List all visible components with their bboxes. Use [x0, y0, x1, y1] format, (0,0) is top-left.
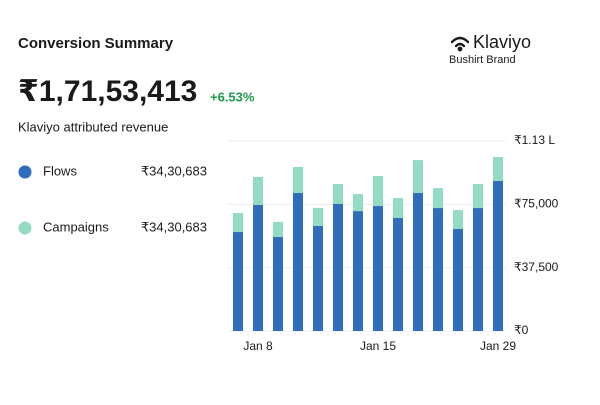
bar — [273, 236, 283, 331]
bar — [373, 206, 383, 331]
bar — [493, 157, 503, 182]
legend-swatch — [18, 165, 32, 179]
bar — [253, 176, 263, 206]
bar — [413, 160, 423, 194]
y-tick-label: ₹1.13 L — [514, 133, 555, 147]
bar — [333, 184, 343, 204]
bar — [393, 218, 403, 331]
bar — [433, 188, 443, 209]
bar — [353, 194, 363, 212]
bar — [373, 175, 383, 207]
card-title: Conversion Summary — [18, 35, 174, 52]
bar — [233, 213, 243, 233]
x-tick-label: Jan 29 — [480, 339, 516, 353]
bar — [413, 193, 423, 331]
caption: Klaviyo attributed revenue — [18, 119, 168, 134]
bar — [293, 167, 303, 194]
account-name: Bushirt Brand — [449, 54, 516, 66]
bar — [273, 221, 283, 237]
x-tick-label: Jan 15 — [360, 339, 396, 353]
bar — [473, 184, 483, 209]
brand-name: Klaviyo — [473, 32, 531, 52]
bar — [453, 228, 463, 331]
bar — [313, 207, 323, 226]
bar — [393, 198, 403, 219]
bar — [233, 232, 243, 331]
bar — [493, 181, 503, 331]
bar — [253, 205, 263, 331]
bar — [433, 208, 443, 331]
bar — [453, 210, 463, 229]
legend-value: ₹34,30,683 — [141, 219, 207, 234]
bar — [313, 225, 323, 331]
y-tick-label: ₹75,000 — [514, 197, 559, 211]
bar — [293, 193, 303, 331]
y-tick-label: ₹37,500 — [514, 260, 559, 274]
legend-value: ₹34,30,683 — [141, 163, 207, 178]
legend-label: Flows — [43, 163, 77, 178]
x-tick-label: Jan 8 — [243, 339, 273, 353]
bar — [333, 203, 343, 331]
change: +6.53% — [210, 89, 255, 104]
y-tick-label: ₹0 — [514, 323, 529, 337]
legend-label: Campaigns — [43, 219, 109, 234]
legend-swatch — [18, 221, 32, 235]
total-revenue: ₹1,71,53,413 — [18, 75, 197, 108]
bar — [473, 208, 483, 331]
brand-logo — [450, 36, 470, 52]
bar — [353, 211, 363, 331]
